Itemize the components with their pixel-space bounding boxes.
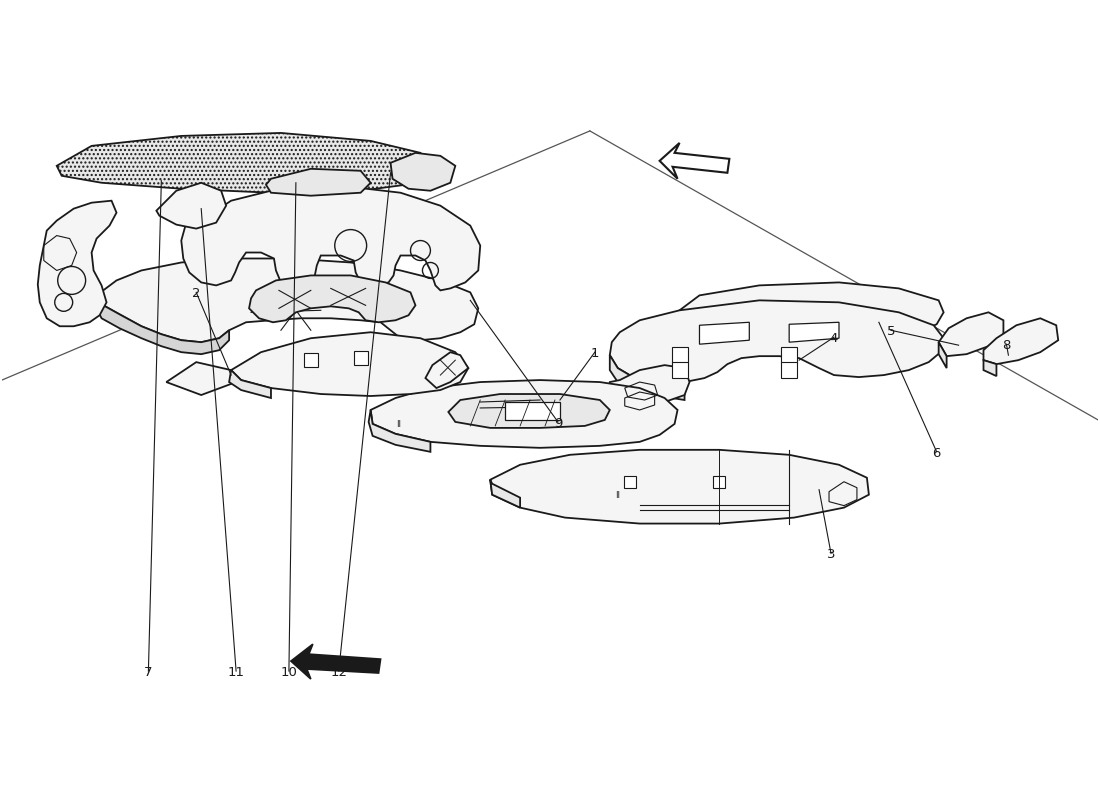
Polygon shape <box>714 476 725 488</box>
Polygon shape <box>781 362 798 378</box>
Polygon shape <box>266 169 371 196</box>
Polygon shape <box>426 352 469 388</box>
Text: 8: 8 <box>1002 339 1011 352</box>
Polygon shape <box>156 182 227 229</box>
Polygon shape <box>249 275 416 322</box>
Polygon shape <box>368 410 430 452</box>
Polygon shape <box>682 316 859 354</box>
Text: 12: 12 <box>330 666 348 679</box>
Polygon shape <box>304 353 318 367</box>
Text: 5: 5 <box>887 326 895 338</box>
Polygon shape <box>660 143 729 178</box>
Polygon shape <box>57 133 430 193</box>
Polygon shape <box>609 355 684 400</box>
Polygon shape <box>290 644 381 679</box>
Polygon shape <box>354 351 367 365</box>
Polygon shape <box>624 476 636 488</box>
Polygon shape <box>672 347 688 363</box>
Polygon shape <box>166 362 236 395</box>
Text: 7: 7 <box>144 666 153 679</box>
Text: 2: 2 <box>192 287 200 300</box>
Text: 4: 4 <box>829 332 838 345</box>
Polygon shape <box>789 322 839 342</box>
Polygon shape <box>371 380 678 448</box>
Text: 11: 11 <box>228 666 244 679</box>
Polygon shape <box>505 402 560 420</box>
Text: II: II <box>615 491 620 500</box>
Polygon shape <box>182 186 481 290</box>
Text: 9: 9 <box>553 417 562 430</box>
Polygon shape <box>680 282 944 340</box>
Text: 6: 6 <box>933 446 940 460</box>
Polygon shape <box>609 300 944 382</box>
Text: 3: 3 <box>827 549 835 562</box>
Polygon shape <box>491 480 520 508</box>
Polygon shape <box>672 362 688 378</box>
Text: II: II <box>396 421 402 430</box>
Polygon shape <box>449 394 609 428</box>
Polygon shape <box>700 322 749 344</box>
Text: 10: 10 <box>280 666 297 679</box>
Polygon shape <box>37 201 117 326</box>
Polygon shape <box>608 365 690 405</box>
Polygon shape <box>97 258 478 342</box>
Polygon shape <box>781 347 798 363</box>
Polygon shape <box>229 370 271 398</box>
Polygon shape <box>938 312 1003 356</box>
Polygon shape <box>97 295 229 354</box>
Text: 1: 1 <box>591 347 600 360</box>
Polygon shape <box>491 450 869 523</box>
Polygon shape <box>390 153 455 190</box>
Polygon shape <box>983 318 1058 364</box>
Polygon shape <box>983 360 997 376</box>
Polygon shape <box>231 332 469 396</box>
Polygon shape <box>938 342 947 368</box>
